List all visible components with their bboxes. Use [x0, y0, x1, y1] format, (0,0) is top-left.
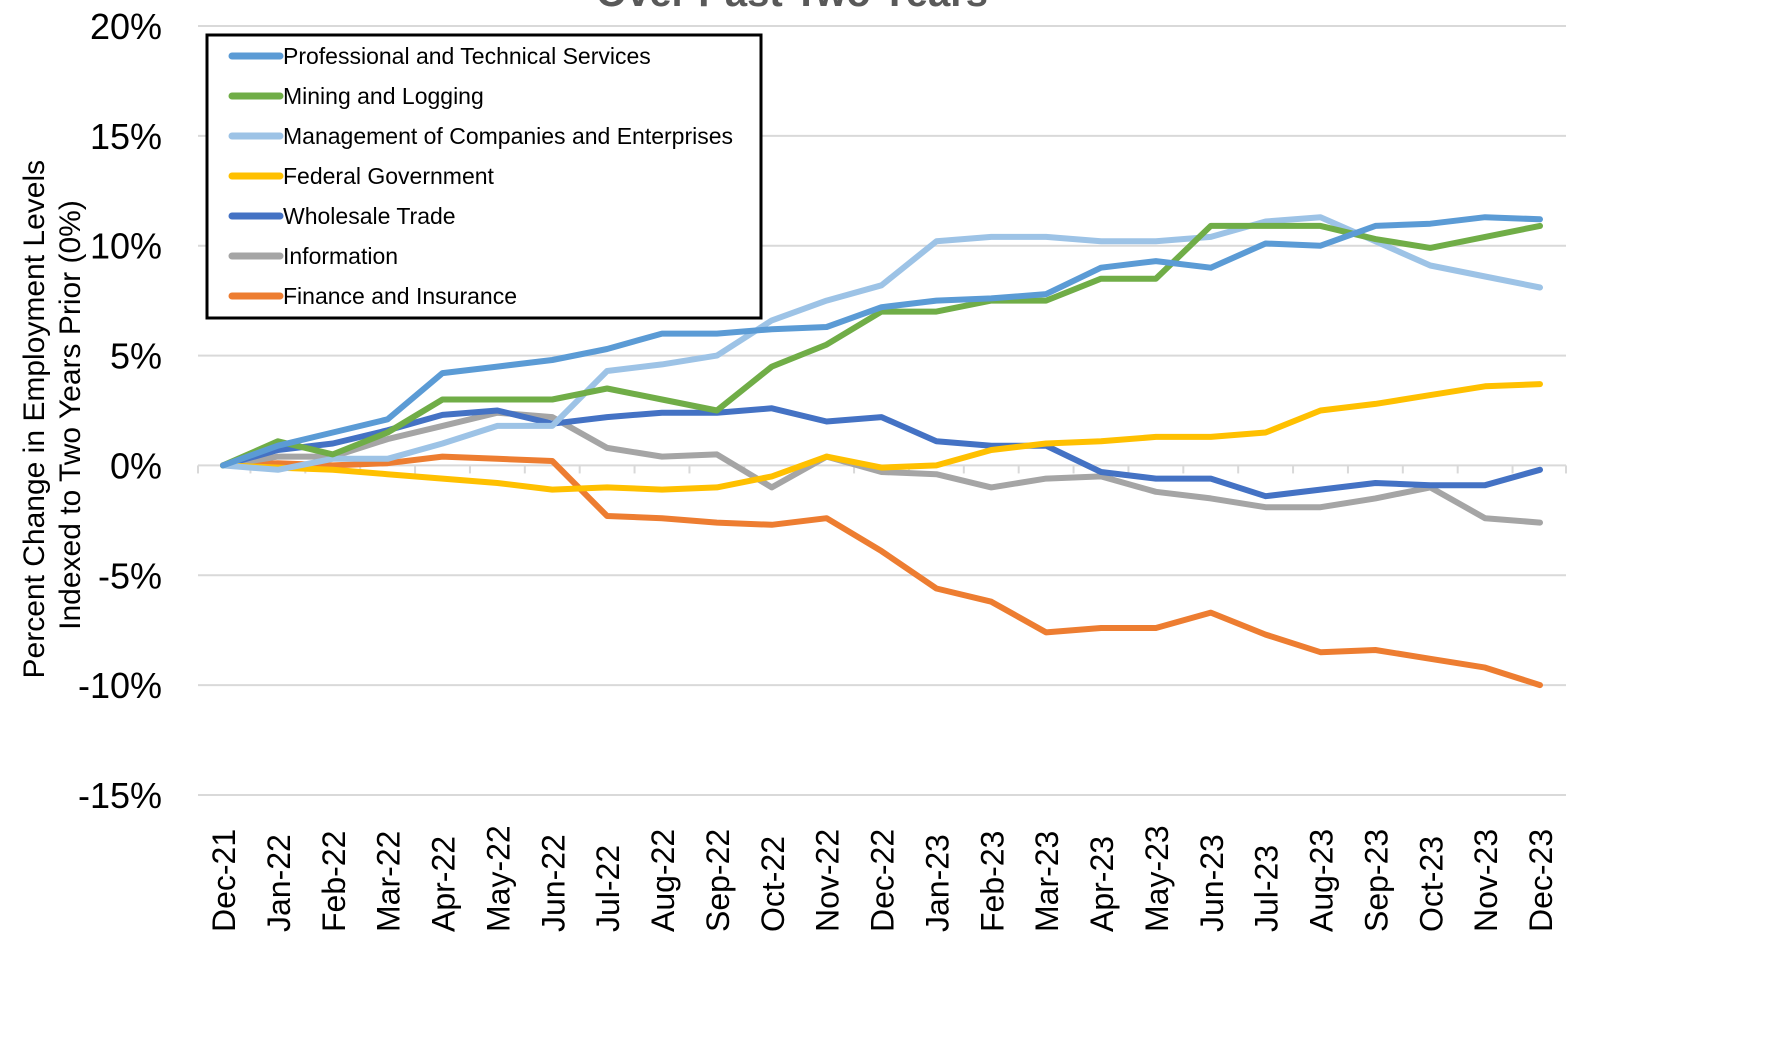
y-axis-label-line-1: Percent Change in Employment Levels	[18, 160, 51, 679]
y-tick-label: -10%	[78, 665, 162, 706]
x-tick-label: Sep-23	[1358, 829, 1394, 932]
series-line	[220, 214, 1543, 473]
y-tick-label: -15%	[78, 775, 162, 816]
y-tick-label: 10%	[90, 226, 162, 267]
series-line	[220, 453, 1543, 689]
x-tick-label: Feb-23	[974, 831, 1010, 932]
legend-label: Professional and Technical Services	[283, 43, 651, 69]
y-axis-ticks: 20% 15% 10% 5% 0% -5% -10% -15%	[78, 6, 162, 816]
x-tick-label: Jul-23	[1249, 845, 1285, 932]
y-tick-label: 0%	[110, 445, 162, 486]
x-tick-label: Mar-22	[371, 831, 407, 932]
series-lines	[220, 214, 1543, 689]
x-tick-label: Jan-22	[261, 834, 297, 932]
series-line	[220, 405, 1543, 500]
x-tick-label: Dec-22	[865, 829, 901, 932]
x-tick-label: Jun-22	[535, 834, 571, 932]
legend: Professional and Technical Services Minin…	[205, 33, 763, 320]
legend-label: Mining and Logging	[283, 83, 484, 109]
legend-label: Wholesale Trade	[283, 203, 456, 229]
x-tick-label: Nov-23	[1468, 829, 1504, 932]
series-line	[220, 222, 1543, 469]
x-tick-label: Oct-23	[1413, 836, 1449, 932]
legend-label: Federal Government	[283, 163, 495, 189]
y-tick-label: -5%	[98, 555, 162, 596]
x-tick-label: Dec-21	[206, 829, 242, 932]
y-tick-label: 5%	[110, 336, 162, 377]
x-tick-label: Nov-22	[810, 829, 846, 932]
series-line	[220, 214, 1543, 469]
x-tick-label: Feb-22	[316, 831, 352, 932]
x-tick-label: Mar-23	[1029, 831, 1065, 932]
y-axis-label: Percent Change in Employment Levels Inde…	[18, 152, 87, 679]
x-tick-label: Dec-23	[1523, 829, 1559, 932]
legend-box	[205, 33, 763, 320]
legend-label: Information	[283, 243, 398, 269]
x-tick-label: Sep-22	[700, 829, 736, 932]
series-line	[220, 409, 1543, 526]
y-tick-label: 15%	[90, 116, 162, 157]
x-tick-label: Apr-23	[1084, 836, 1120, 932]
x-tick-label: Jan-23	[919, 834, 955, 932]
x-tick-label: Aug-22	[645, 829, 681, 932]
legend-label: Management of Companies and Enterprises	[283, 123, 733, 149]
x-axis-ticks: Dec-21 Jan-22 Feb-22 Mar-22 Apr-22 May-22 Jun-…	[206, 825, 1559, 932]
legend-label: Finance and Insurance	[283, 283, 517, 309]
x-tick-label: Jul-22	[590, 845, 626, 932]
x-tick-label: Oct-22	[755, 836, 791, 932]
x-tick-label: Aug-23	[1304, 829, 1340, 932]
x-tick-label: May-23	[1139, 825, 1175, 932]
y-tick-label: 20%	[90, 6, 162, 47]
series-line	[220, 381, 1543, 493]
y-axis-label-line-2: Indexed to Two Years Prior (0%)	[54, 200, 87, 630]
chart-title: Over Past Two Years	[596, 0, 988, 15]
x-tick-label: Apr-22	[426, 836, 462, 932]
x-tick-label: Jun-23	[1194, 834, 1230, 932]
x-tick-label: May-22	[480, 825, 516, 932]
